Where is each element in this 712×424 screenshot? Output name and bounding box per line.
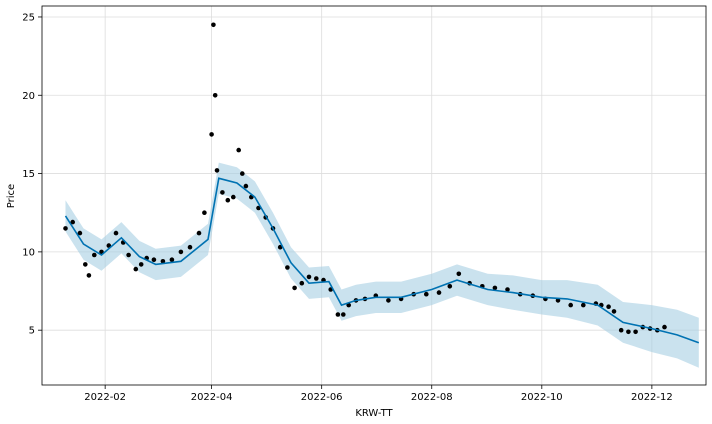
observed-point — [126, 252, 131, 258]
observed-point — [306, 274, 312, 280]
observed-point — [77, 230, 83, 236]
y-tick-label: 5 — [29, 326, 35, 337]
y-axis: 5 10 15 20 25 — [22, 12, 42, 337]
observed-point — [626, 329, 631, 335]
observed-point — [447, 284, 453, 289]
plot-frame — [41, 5, 707, 386]
x-tick-label: 2022-06 — [301, 392, 343, 403]
observed-point — [83, 262, 88, 267]
observed-point — [341, 312, 346, 317]
x-axis-label: KRW-TT — [355, 408, 393, 419]
observed-point — [138, 262, 144, 267]
observed-point — [606, 304, 611, 310]
y-axis-label: Price — [6, 184, 17, 208]
observed-point — [236, 147, 241, 153]
y-tick-label: 25 — [22, 12, 35, 23]
observed-point — [314, 276, 319, 281]
observed-point — [63, 226, 68, 231]
observed-point — [231, 194, 236, 200]
observed-point — [299, 280, 305, 286]
observed-point — [212, 93, 218, 98]
observed-point — [86, 273, 92, 278]
observed-point — [662, 324, 667, 330]
observed-point — [633, 329, 638, 335]
observed-point — [285, 265, 290, 270]
gridlines — [42, 6, 706, 385]
observed-point — [178, 249, 184, 255]
observed-point — [243, 183, 249, 189]
x-tick-label: 2022-10 — [521, 392, 563, 403]
observed-point — [169, 257, 175, 263]
observed-point — [292, 285, 297, 291]
observed-point — [187, 244, 193, 250]
observed-point — [386, 298, 391, 303]
observed-point — [160, 259, 166, 264]
observed-point — [424, 291, 429, 297]
observed-point — [113, 230, 119, 236]
observed-point — [220, 190, 225, 195]
observed-point — [581, 302, 586, 308]
observed-point — [618, 327, 624, 333]
observed-point — [92, 252, 97, 258]
y-tick-label: 20 — [22, 91, 35, 102]
observed-point — [209, 132, 214, 137]
observed-point — [335, 312, 341, 317]
uncertainty-band — [65, 162, 699, 368]
observed-point — [505, 287, 510, 292]
y-tick-label: 15 — [22, 169, 35, 180]
x-axis: 2022-02 2022-04 2022-06 2022-08 2022-10 2022-… — [84, 385, 673, 403]
x-tick-label: 2022-04 — [191, 392, 233, 403]
x-tick-label: 2022-02 — [84, 392, 126, 403]
observed-point — [70, 219, 75, 225]
observed-point — [568, 302, 573, 308]
forecast-line — [64, 177, 700, 344]
observed-point — [151, 257, 157, 263]
observed-point — [555, 298, 561, 303]
observed-point — [202, 210, 207, 215]
x-tick-label: 2022-12 — [631, 392, 673, 403]
x-tick-label: 2022-08 — [411, 392, 453, 403]
observed-point — [436, 290, 442, 295]
observed-point — [225, 197, 231, 203]
observed-point — [133, 266, 139, 272]
observed-point — [492, 285, 498, 291]
observed-point — [456, 271, 462, 277]
y-tick-label: 10 — [22, 247, 35, 258]
observed-point — [196, 230, 202, 236]
observed-point — [240, 171, 245, 176]
observed-point — [214, 168, 220, 173]
observed-point — [611, 309, 617, 314]
observed-point — [211, 22, 216, 28]
